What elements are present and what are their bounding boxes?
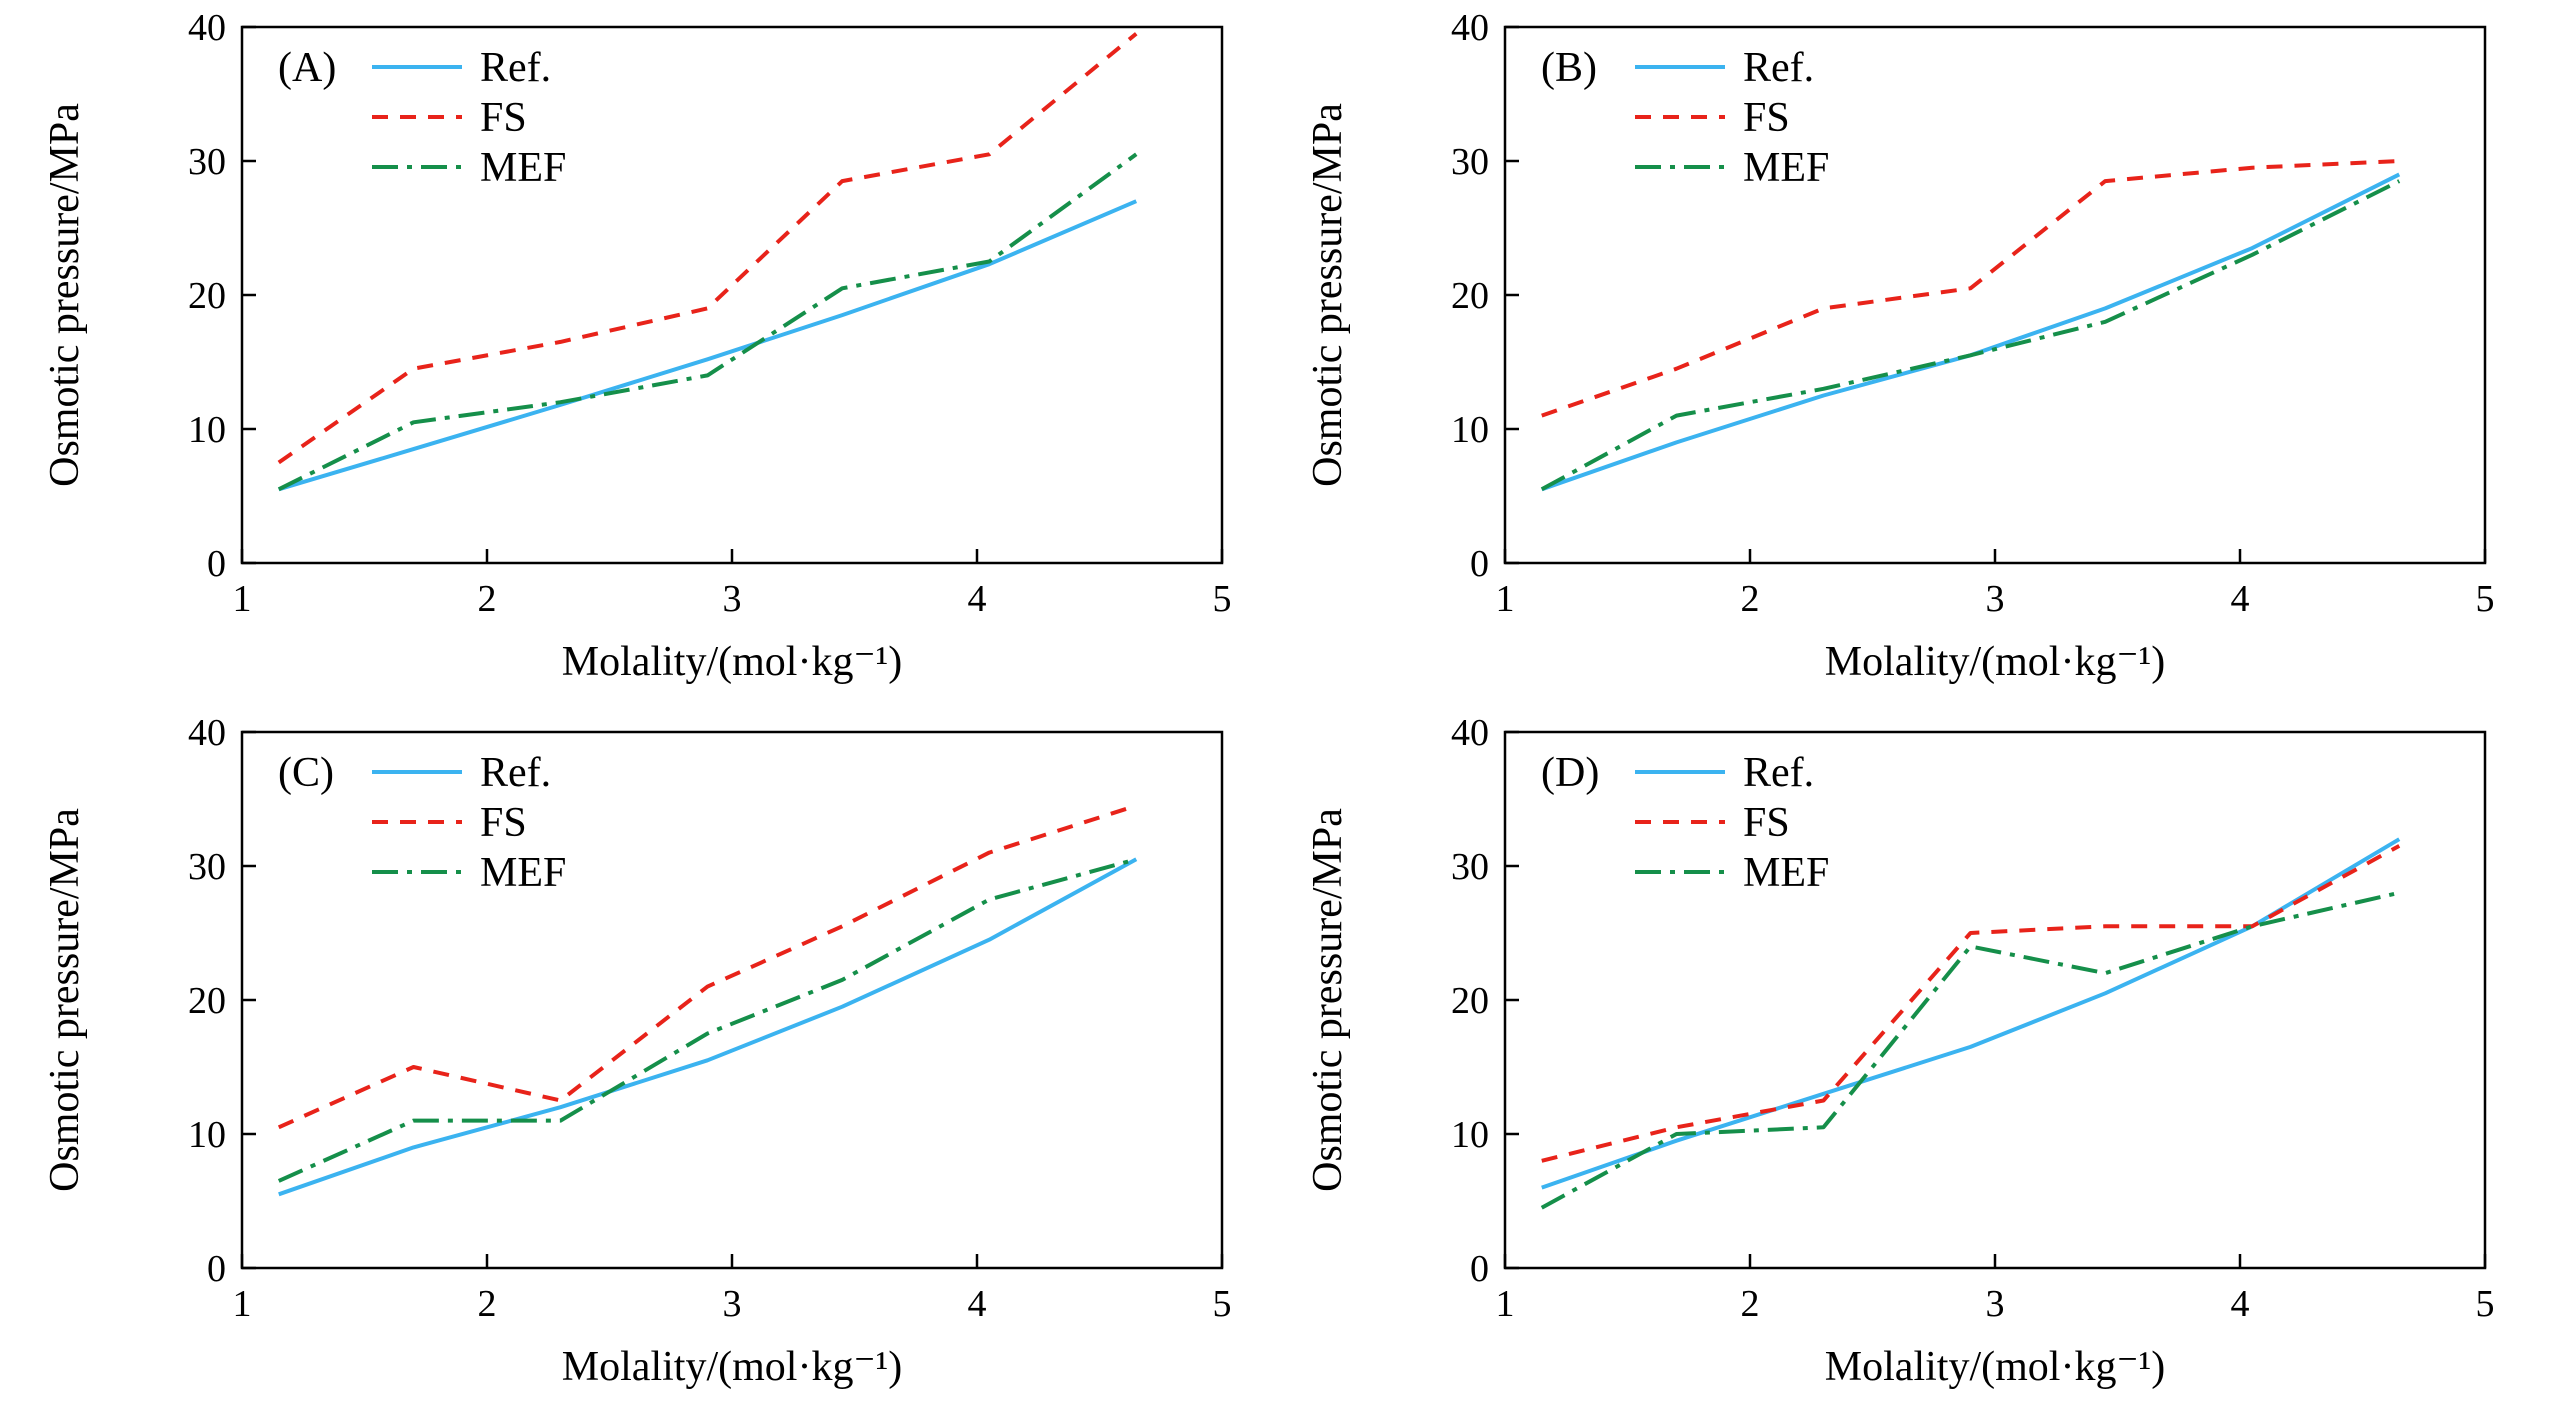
- panel-label: (C): [278, 750, 334, 796]
- panel-label: (B): [1541, 45, 1597, 91]
- x-tick-label: 3: [1986, 578, 2005, 620]
- plot-border: [1504, 730, 2487, 1269]
- x-axis-title: Molality/(mol·kg⁻¹): [562, 639, 902, 685]
- legend-label-ref: Ref.: [480, 45, 551, 91]
- x-tick-label: 4: [967, 1283, 986, 1325]
- chart-panel-a: 1 2 3 4 5 0 10 20 30 40 Molality/(mol·kg⁻¹) Osmotic…: [32, 7, 1272, 701]
- x-tick-label: 2: [477, 578, 496, 620]
- y-tick-label: 30: [1451, 846, 1489, 888]
- x-tick-label: 1: [232, 1283, 251, 1325]
- legend-label-mef: MEF: [480, 850, 566, 896]
- legend-label-ref: Ref.: [480, 750, 551, 796]
- legend-label-fs: FS: [1743, 800, 1790, 846]
- legend-label-mef: MEF: [480, 145, 566, 191]
- legend-label-ref: Ref.: [1743, 750, 1814, 796]
- y-tick-label: 0: [207, 543, 226, 585]
- x-tick-label: 4: [2231, 1283, 2250, 1325]
- y-tick-label: 30: [188, 141, 226, 183]
- x-tick-label: 3: [722, 1283, 741, 1325]
- series-line-fs: [1541, 159, 2400, 418]
- y-tick-label: 40: [188, 716, 226, 754]
- y-axis-title: Osmotic pressure/MPa: [42, 103, 88, 487]
- y-tick-label: 20: [188, 275, 226, 317]
- x-tick-label: 1: [1496, 578, 1515, 620]
- legend-label-fs: FS: [480, 800, 527, 846]
- panel-label: (A): [278, 45, 336, 91]
- legend-label-ref: Ref.: [1743, 45, 1814, 91]
- legend-label-fs: FS: [480, 95, 527, 141]
- x-tick-label: 2: [1741, 1283, 1760, 1325]
- chart-svg-c: 1 2 3 4 5 0 10 20 30 40 Molality/(mol·kg⁻¹) Osmotic…: [42, 712, 1232, 1390]
- series-line-mef: [277, 857, 1137, 1183]
- legend-label-mef: MEF: [1743, 850, 1829, 896]
- series-line-mef: [1541, 179, 2401, 492]
- x-axis-title: Molality/(mol·kg⁻¹): [1825, 639, 2165, 685]
- y-tick-label: 40: [1451, 11, 1489, 49]
- plot-border: [1504, 26, 2487, 565]
- series-line-ref: [1541, 172, 2401, 492]
- y-tick-label: 40: [1451, 716, 1489, 754]
- legend-label-mef: MEF: [1743, 145, 1829, 191]
- y-tick-label: 40: [188, 11, 226, 49]
- y-axis-title: Osmotic pressure/MPa: [42, 808, 88, 1192]
- chart-svg-a: 1 2 3 4 5 0 10 20 30 40 Molality/(mol·kg⁻¹) Osmotic…: [42, 7, 1232, 685]
- x-tick-label: 3: [722, 578, 741, 620]
- chart-panel-d: 1 2 3 4 5 0 10 20 30 40 Molality/(mol·kg⁻¹) Osmotic…: [1295, 712, 2535, 1406]
- series-line-fs: [277, 32, 1138, 465]
- series-line-ref: [277, 199, 1137, 492]
- legend-label-fs: FS: [1743, 95, 1790, 141]
- y-tick-label: 0: [207, 1248, 226, 1290]
- panel-label: (D): [1541, 750, 1599, 796]
- series-line-mef: [277, 152, 1138, 492]
- y-tick-label: 10: [1451, 1114, 1489, 1156]
- plot-border: [240, 730, 1223, 1269]
- y-tick-label: 10: [188, 409, 226, 451]
- x-tick-label: 5: [1212, 1283, 1231, 1325]
- x-tick-label: 3: [1986, 1283, 2005, 1325]
- series-line-ref: [277, 857, 1137, 1196]
- x-tick-label: 1: [232, 578, 251, 620]
- chart-svg-b: 1 2 3 4 5 0 10 20 30 40 Molality/(mol·kg⁻¹) Osmotic…: [1305, 7, 2495, 685]
- x-tick-label: 4: [2231, 578, 2250, 620]
- y-axis-title: Osmotic pressure/MPa: [1305, 103, 1351, 487]
- x-tick-label: 2: [1741, 578, 1760, 620]
- x-axis-title: Molality/(mol·kg⁻¹): [1825, 1344, 2165, 1390]
- plot-border: [240, 26, 1223, 565]
- series-line-mef: [1541, 890, 2400, 1210]
- series-line-fs: [277, 803, 1137, 1129]
- series-line-fs: [1541, 843, 2401, 1163]
- chart-panel-b: 1 2 3 4 5 0 10 20 30 40 Molality/(mol·kg⁻¹) Osmotic…: [1295, 7, 2535, 701]
- x-tick-label: 4: [967, 578, 986, 620]
- x-tick-label: 5: [2476, 578, 2495, 620]
- y-tick-label: 20: [1451, 980, 1489, 1022]
- y-tick-label: 20: [188, 980, 226, 1022]
- y-tick-label: 20: [1451, 275, 1489, 317]
- y-tick-label: 0: [1470, 1248, 1489, 1290]
- y-tick-label: 30: [1451, 141, 1489, 183]
- x-tick-label: 2: [477, 1283, 496, 1325]
- x-tick-label: 5: [1212, 578, 1231, 620]
- y-axis-title: Osmotic pressure/MPa: [1305, 808, 1351, 1192]
- y-tick-label: 30: [188, 846, 226, 888]
- y-tick-label: 10: [1451, 409, 1489, 451]
- y-tick-label: 0: [1470, 543, 1489, 585]
- x-axis-title: Molality/(mol·kg⁻¹): [562, 1344, 902, 1390]
- y-tick-label: 10: [188, 1114, 226, 1156]
- chart-svg-d: 1 2 3 4 5 0 10 20 30 40 Molality/(mol·kg⁻¹) Osmotic…: [1305, 712, 2495, 1390]
- x-tick-label: 1: [1496, 1283, 1515, 1325]
- x-tick-label: 5: [2476, 1283, 2495, 1325]
- chart-panel-c: 1 2 3 4 5 0 10 20 30 40 Molality/(mol·kg⁻¹) Osmotic…: [32, 712, 1272, 1406]
